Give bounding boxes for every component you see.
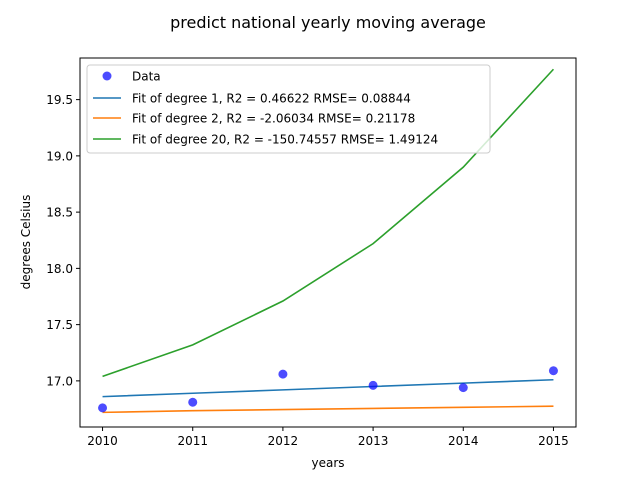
y-tick-label: 17.5: [46, 318, 73, 332]
data-point: [98, 403, 108, 413]
legend-label-degree-2: Fit of degree 2, R2 = -2.06034 RMSE= 0.2…: [132, 112, 415, 126]
fit-degree-2-line: [102, 405, 554, 414]
plot-area: [79, 57, 577, 428]
y-tick-label: 19.0: [46, 149, 73, 163]
x-axis-label: years: [311, 456, 344, 470]
x-tick-label: 2013: [358, 434, 389, 448]
x-tick-label: 2015: [538, 434, 569, 448]
y-tick-label: 18.5: [46, 206, 73, 220]
legend-box: [86, 64, 491, 154]
legend-label-data: Data: [132, 70, 161, 84]
data-point: [548, 366, 558, 376]
y-axis-label: degrees Celsius: [19, 195, 33, 290]
chart-title: predict national yearly moving average: [170, 13, 486, 32]
legend: Data Fit of degree 1, R2 = 0.46622 RMSE=…: [86, 64, 491, 154]
x-tick-label: 2011: [177, 434, 208, 448]
x-tick-label: 2012: [268, 434, 299, 448]
data-point: [278, 369, 288, 379]
data-point: [188, 397, 198, 407]
y-tick-label: 19.5: [46, 93, 73, 107]
data-points: [98, 366, 558, 413]
legend-label-degree-20: Fit of degree 20, R2 = -150.74557 RMSE= …: [132, 133, 438, 147]
x-tick-label: 2014: [448, 434, 479, 448]
y-tick-label: 18.0: [46, 262, 73, 276]
x-tick-label: 2010: [87, 434, 118, 448]
fit-degree-1-line: [102, 378, 554, 398]
plot-frame: [79, 57, 577, 428]
data-point: [368, 380, 378, 390]
legend-data-marker: [102, 71, 112, 81]
y-axis: 17.0 17.5 18.0 18.5 19.0 19.5: [46, 93, 80, 388]
legend-label-degree-1: Fit of degree 1, R2 = 0.46622 RMSE= 0.08…: [132, 92, 411, 106]
x-axis: 2010 2011 2012 2013 2014 2015: [87, 427, 569, 448]
y-tick-label: 17.0: [46, 374, 73, 388]
data-point: [458, 383, 468, 393]
